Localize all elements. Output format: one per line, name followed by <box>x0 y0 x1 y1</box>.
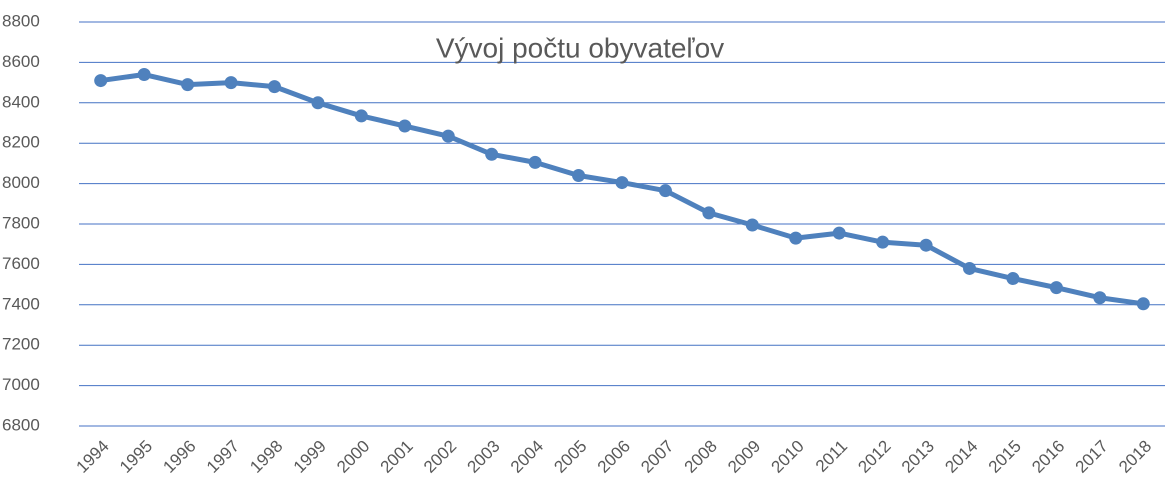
data-point <box>572 169 586 183</box>
x-tick-label: 2017 <box>1072 437 1112 477</box>
x-tick-label: 2015 <box>985 437 1025 477</box>
data-point <box>94 74 108 88</box>
data-point <box>876 235 890 249</box>
x-tick-label: 2001 <box>377 437 417 477</box>
x-tick-label: 2003 <box>463 437 503 477</box>
data-point <box>224 76 238 90</box>
x-tick-label: 2008 <box>681 437 721 477</box>
data-point <box>745 218 759 232</box>
data-point <box>398 119 412 133</box>
x-tick-label: 2004 <box>507 437 547 477</box>
y-tick-label: 8200 <box>2 133 40 152</box>
data-point <box>311 96 325 110</box>
chart-title: Vývoj počtu obyvateľov <box>436 32 724 63</box>
y-tick-label: 8400 <box>2 92 40 111</box>
x-tick-label: 2012 <box>854 437 894 477</box>
data-point <box>1006 272 1020 286</box>
x-tick-label: 2016 <box>1028 437 1068 477</box>
data-point <box>702 206 716 220</box>
data-point <box>919 238 933 252</box>
x-tick-label: 1998 <box>246 437 286 477</box>
x-tick-label: 2011 <box>812 437 851 476</box>
y-tick-label: 7400 <box>2 294 40 313</box>
y-tick-label: 6800 <box>2 415 40 434</box>
x-tick-label: 2006 <box>594 437 634 477</box>
x-tick-label: 2007 <box>637 437 677 477</box>
y-tick-label: 8000 <box>2 173 40 192</box>
y-tick-label: 8800 <box>2 11 40 30</box>
data-point <box>181 78 195 92</box>
data-point <box>789 231 803 245</box>
data-point <box>528 155 542 169</box>
x-tick-label: 2018 <box>1115 437 1155 477</box>
x-tick-label: 2009 <box>724 437 764 477</box>
data-point <box>1093 291 1107 305</box>
data-point <box>615 176 629 190</box>
data-point <box>658 184 672 198</box>
x-tick-label: 2013 <box>898 437 938 477</box>
x-tick-label: 2002 <box>420 437 460 477</box>
x-tick-label: 2005 <box>550 437 590 477</box>
x-tick-label: 1995 <box>116 437 156 477</box>
x-tick-label: 2014 <box>941 437 981 477</box>
data-line <box>100 72 1144 307</box>
x-tick-label: 2000 <box>333 437 373 477</box>
data-point <box>1049 281 1063 295</box>
x-tick-label: 1997 <box>203 437 243 477</box>
data-point <box>1136 297 1150 311</box>
x-tick-label: 1994 <box>73 437 113 477</box>
y-tick-label: 7200 <box>2 335 40 354</box>
y-tick-label: 7600 <box>2 254 40 273</box>
y-tick-label: 7800 <box>2 213 40 232</box>
y-tick-label: 7000 <box>2 375 40 394</box>
data-point <box>267 80 281 94</box>
data-point <box>137 68 151 82</box>
data-point <box>354 109 368 123</box>
x-tick-label: 1996 <box>159 437 199 477</box>
x-tick-label: 1999 <box>290 437 330 477</box>
data-point <box>485 147 499 161</box>
x-tick-label: 2010 <box>768 437 808 477</box>
data-point <box>441 129 455 143</box>
data-point <box>832 226 846 240</box>
y-tick-label: 8600 <box>2 52 40 71</box>
data-point <box>963 261 977 275</box>
